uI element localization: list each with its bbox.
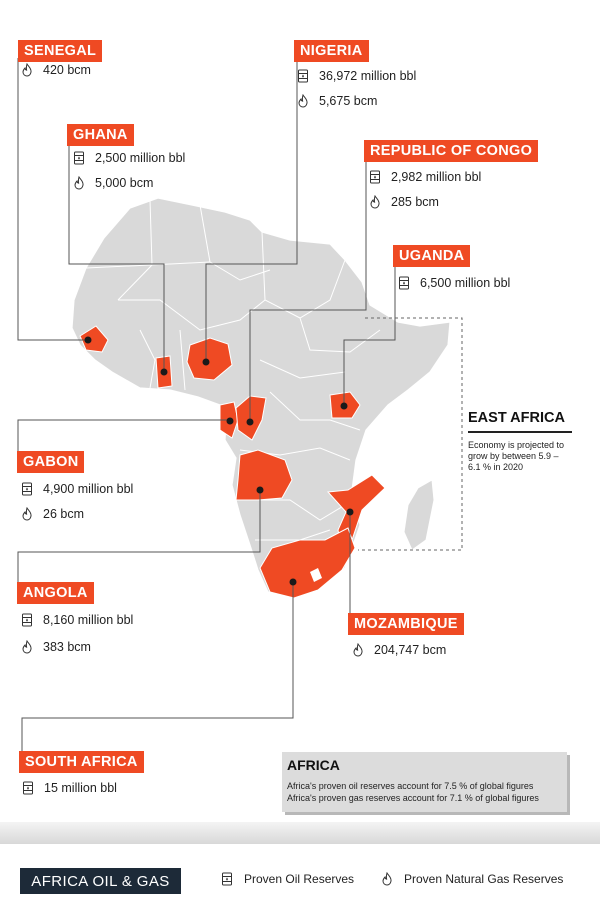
angola-shape	[235, 449, 293, 501]
senegal-gas: 420 bcm	[20, 63, 91, 77]
east-africa-text: Economy is projected to grow by between …	[468, 440, 565, 472]
congo-oil: 2,982 million bbl	[368, 170, 481, 184]
south-africa-oil-value: 15 million bbl	[44, 781, 117, 795]
label-south-africa: SOUTH AFRICA	[19, 751, 144, 773]
oil-barrel-icon	[368, 170, 382, 184]
ghana-gas: 5,000 bcm	[72, 176, 153, 190]
angola-oil-value: 8,160 million bbl	[43, 613, 134, 627]
angola-gas-value: 383 bcm	[43, 640, 91, 654]
angola-oil: 8,160 million bbl	[20, 613, 133, 627]
ghana-oil: 2,500 million bbl	[72, 151, 185, 165]
angola-gas: 383 bcm	[20, 640, 91, 654]
africa-gas-share: Africa's proven gas reserves account for…	[287, 793, 539, 803]
legend-gas: Proven Natural Gas Reserves	[380, 872, 563, 886]
senegal-shape	[79, 325, 109, 353]
east-africa-note: EAST AFRICA Economy is projected to grow…	[468, 410, 572, 473]
oil-barrel-icon	[296, 69, 310, 83]
label-mozambique: MOZAMBIQUE	[348, 613, 464, 635]
congo-gas: 285 bcm	[368, 195, 439, 209]
oil-barrel-icon	[72, 151, 86, 165]
congo-gas-value: 285 bcm	[391, 195, 439, 209]
label-senegal: SENEGAL	[18, 40, 103, 62]
legend-oil: Proven Oil Reserves	[220, 872, 354, 886]
nigeria-oil: 36,972 million bbl	[296, 69, 416, 83]
nigeria-shape	[186, 337, 233, 381]
east-africa-title: EAST AFRICA	[468, 410, 572, 433]
footer-legend: AFRICA OIL & GAS Proven Oil Reserves Pro…	[0, 844, 600, 918]
gabon-oil: 4,900 million bbl	[20, 482, 133, 496]
gas-flame-icon	[20, 507, 34, 521]
congo-oil-value: 2,982 million bbl	[391, 170, 482, 184]
oil-barrel-icon	[20, 613, 34, 627]
label-ghana: GHANA	[67, 124, 134, 146]
africa-map	[17, 58, 463, 760]
lesotho-cutout	[310, 568, 322, 582]
gas-flame-icon	[296, 94, 310, 108]
legend-gas-label: Proven Natural Gas Reserves	[404, 872, 564, 886]
oil-barrel-icon	[21, 781, 35, 795]
gas-flame-icon	[20, 63, 34, 77]
oil-barrel-icon	[220, 872, 234, 886]
south-africa-shape	[259, 527, 356, 599]
gas-flame-icon	[351, 643, 365, 657]
label-gabon: GABON	[17, 451, 85, 473]
gabon-gas: 26 bcm	[20, 507, 84, 521]
uganda-oil: 6,500 million bbl	[397, 276, 510, 290]
gas-flame-icon	[380, 872, 394, 886]
gas-flame-icon	[20, 640, 34, 654]
senegal-gas-value: 420 bcm	[43, 63, 91, 77]
nigeria-gas: 5,675 bcm	[296, 94, 377, 108]
africa-summary-box: AFRICA Africa's proven oil reserves acco…	[282, 752, 567, 812]
footer-divider	[0, 822, 600, 844]
oil-barrel-icon	[20, 482, 34, 496]
oil-barrel-icon	[397, 276, 411, 290]
connector-lines	[17, 58, 396, 760]
gas-flame-icon	[72, 176, 86, 190]
gas-flame-icon	[368, 195, 382, 209]
nigeria-oil-value: 36,972 million bbl	[319, 69, 417, 83]
label-uganda: UGANDA	[393, 245, 471, 267]
brand-title: AFRICA OIL & GAS	[20, 868, 181, 894]
label-nigeria: NIGERIA	[294, 40, 369, 62]
africa-summary-title: AFRICA	[287, 757, 340, 773]
legend-oil-label: Proven Oil Reserves	[244, 872, 355, 886]
madagascar	[403, 479, 435, 551]
south-africa-oil: 15 million bbl	[21, 781, 117, 795]
ghana-gas-value: 5,000 bcm	[95, 176, 154, 190]
east-africa-bracket	[358, 317, 463, 551]
label-republic-of-congo: REPUBLIC OF CONGO	[364, 140, 539, 162]
ghana-oil-value: 2,500 million bbl	[95, 151, 186, 165]
label-angola: ANGOLA	[17, 582, 94, 604]
africa-oil-share: Africa's proven oil reserves account for…	[287, 781, 534, 791]
nigeria-gas-value: 5,675 bcm	[319, 94, 378, 108]
mozambique-gas: 204,747 bcm	[351, 643, 446, 657]
capital-dots	[84, 336, 354, 586]
gabon-oil-value: 4,900 million bbl	[43, 482, 134, 496]
uganda-oil-value: 6,500 million bbl	[420, 276, 511, 290]
mozambique-gas-value: 204,747 bcm	[374, 643, 447, 657]
gabon-gas-value: 26 bcm	[43, 507, 84, 521]
